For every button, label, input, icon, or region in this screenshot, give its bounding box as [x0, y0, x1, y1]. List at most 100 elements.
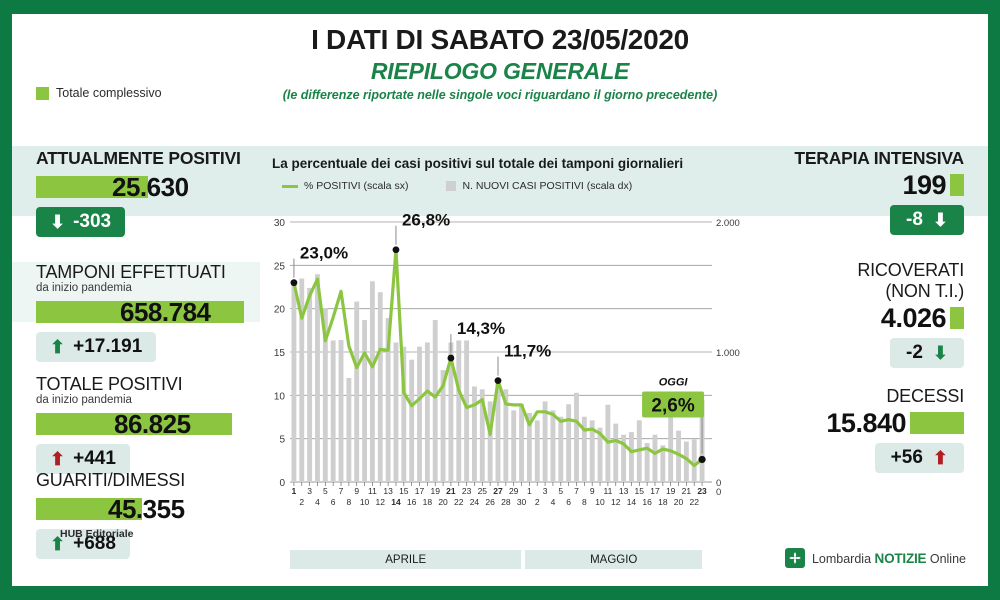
stat-value: 15.840 — [826, 407, 906, 438]
header: I DATI DI SABATO 23/05/2020 RIEPILOGO GE… — [12, 14, 988, 118]
svg-text:16: 16 — [407, 497, 417, 507]
svg-text:2: 2 — [299, 497, 304, 507]
hub-editoriale-label: HUB Editoriale — [60, 528, 134, 540]
stat-label: GUARITI/DIMESSI — [36, 470, 186, 490]
value-bar — [36, 498, 142, 520]
svg-text:7: 7 — [339, 486, 344, 496]
svg-text:26,8%: 26,8% — [402, 211, 450, 230]
svg-text:17: 17 — [415, 486, 425, 496]
stat-delta-badge: ⬆ +688 — [36, 529, 130, 559]
svg-text:11: 11 — [368, 486, 377, 496]
svg-text:29: 29 — [509, 486, 519, 496]
arrow-up-icon: ⬆ — [932, 448, 948, 468]
stat-value: 86.825 — [114, 408, 191, 439]
svg-text:10: 10 — [595, 497, 605, 507]
svg-text:10: 10 — [360, 497, 370, 507]
value-bar — [950, 307, 964, 329]
stat-label: DECESSI — [886, 386, 964, 406]
stat-delta: +688 — [73, 533, 116, 554]
svg-text:1: 1 — [527, 486, 532, 496]
svg-text:0: 0 — [716, 478, 721, 489]
stat-value: 45.355 — [108, 493, 185, 524]
legend-item-nuovi-casi: N. NUOVI CASI POSITIVI (scala dx) — [446, 180, 632, 192]
svg-text:12: 12 — [611, 497, 621, 507]
stat-totale-positivi: TOTALE POSITIVI da inizio pandemia 86.82… — [12, 374, 260, 474]
page-subnote: (le differenze riportate nelle singole v… — [282, 88, 718, 102]
stat-value-row: 86.825 — [12, 409, 260, 439]
svg-text:30: 30 — [274, 218, 286, 229]
stat-label: TOTALE POSITIVI — [36, 374, 183, 394]
arrow-down-icon: ⬇ — [932, 210, 948, 230]
svg-text:24: 24 — [470, 497, 480, 507]
stat-delta-badge: ⬆ +17.191 — [36, 332, 157, 362]
svg-text:27: 27 — [493, 486, 503, 496]
svg-text:20: 20 — [438, 497, 448, 507]
stat-delta-badge: -2 ⬇ — [890, 338, 964, 368]
legend-totale-complessivo: Totale complessivo — [36, 86, 162, 100]
svg-text:25: 25 — [478, 486, 488, 496]
square-marker-icon — [446, 181, 457, 191]
stat-delta: +17.191 — [73, 336, 143, 357]
arrow-up-icon: ⬆ — [50, 534, 66, 554]
stat-label: TAMPONI EFFETTUATI — [36, 262, 226, 282]
svg-text:23: 23 — [462, 486, 472, 496]
stat-value: 199 — [902, 169, 946, 200]
svg-text:14,3%: 14,3% — [457, 319, 505, 338]
lombardia-notizie-logo: Lombardia NOTIZIE Online — [784, 548, 966, 568]
stat-tamponi-effettuati: TAMPONI EFFETTUATI da inizio pandemia 65… — [12, 262, 260, 362]
svg-text:26: 26 — [485, 497, 495, 507]
chart-legend: % POSITIVI (scala sx) N. NUOVI CASI POSI… — [260, 171, 753, 192]
svg-text:3: 3 — [543, 486, 548, 496]
arrow-up-icon: ⬆ — [50, 337, 66, 357]
stat-delta-badge: +56 ⬆ — [874, 443, 964, 473]
value-bar — [36, 176, 148, 198]
svg-text:21: 21 — [682, 486, 692, 496]
svg-text:25: 25 — [274, 261, 286, 272]
svg-text:14: 14 — [627, 497, 637, 507]
svg-text:15: 15 — [399, 486, 409, 496]
svg-text:4: 4 — [551, 497, 556, 507]
stat-guariti-dimessi: GUARITI/DIMESSI 45.355 ⬆ +688 — [12, 470, 260, 559]
legend-label: % POSITIVI (scala sx) — [304, 180, 409, 192]
svg-text:19: 19 — [666, 486, 676, 496]
logo-text: Lombardia NOTIZIE Online — [812, 551, 966, 566]
legend-label: N. NUOVI CASI POSITIVI (scala dx) — [462, 180, 633, 192]
stat-value-row: 15.840 — [753, 407, 988, 439]
svg-text:0: 0 — [279, 478, 285, 489]
svg-text:22: 22 — [454, 497, 464, 507]
shade-band-top — [12, 146, 988, 216]
svg-text:15: 15 — [635, 486, 645, 496]
stat-value: 4.026 — [880, 302, 947, 333]
stat-value-row: 658.784 — [12, 297, 260, 327]
logo-word-notizie: NOTIZIE — [874, 550, 927, 566]
logo-word-lombardia: Lombardia — [811, 551, 872, 566]
svg-text:9: 9 — [354, 486, 359, 496]
legend-swatch-icon — [36, 86, 49, 100]
svg-text:20: 20 — [674, 497, 684, 507]
svg-text:22: 22 — [689, 497, 699, 507]
svg-text:12: 12 — [376, 497, 386, 507]
stat-sublabel: da inizio pandemia — [36, 282, 132, 294]
stat-delta-badge: ⬇ -303 — [36, 207, 126, 237]
stat-attualmente-positivi: ATTUALMENTE POSITIVI 25.630 ⬇ -303 — [12, 148, 260, 237]
value-bar — [910, 412, 964, 434]
value-bar — [36, 413, 232, 435]
svg-text:19: 19 — [430, 486, 440, 496]
svg-text:18: 18 — [658, 497, 668, 507]
svg-text:6: 6 — [566, 497, 571, 507]
stat-value-row: 199 — [753, 169, 988, 201]
svg-text:11: 11 — [603, 486, 612, 496]
svg-text:10: 10 — [274, 391, 286, 402]
stat-label: TERAPIA INTENSIVA — [794, 148, 964, 168]
stat-terapia-intensiva: TERAPIA INTENSIVA 199 -8 ⬇ — [753, 148, 988, 235]
chart-plot-area: 0 5 10 15 20 25 30 0 1.000 2.000 1 2 3 4 5 6 7 8 9 10 11 12 13… — [260, 198, 753, 528]
stat-value: 658.784 — [120, 296, 211, 327]
stat-label: RICOVERATI — [857, 260, 964, 280]
svg-text:1.000: 1.000 — [716, 348, 740, 359]
svg-text:15: 15 — [274, 348, 286, 359]
legend-totale-label: Totale complessivo — [56, 86, 162, 100]
svg-text:1: 1 — [292, 486, 297, 496]
stat-delta: +56 — [890, 447, 923, 468]
value-bar — [36, 301, 244, 323]
